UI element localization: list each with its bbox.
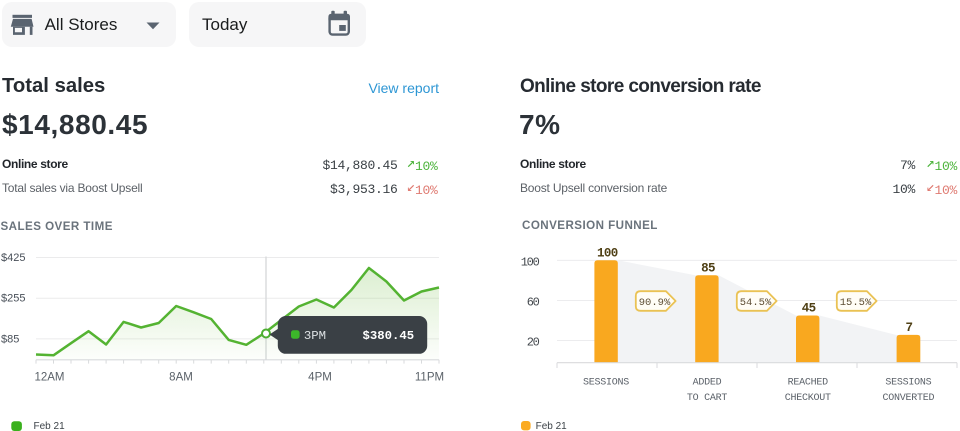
svg-text:Feb 21: Feb 21	[536, 421, 568, 431]
svg-text:12AM: 12AM	[34, 372, 64, 384]
svg-text:REACHED: REACHED	[788, 377, 829, 388]
svg-text:$380.45: $380.45	[363, 329, 415, 343]
svg-text:54.5%: 54.5%	[740, 297, 772, 309]
svg-text:3PM: 3PM	[304, 329, 326, 343]
svg-text:SESSIONS: SESSIONS	[885, 377, 931, 388]
svg-text:7: 7	[905, 321, 912, 335]
svg-text:CONVERTED: CONVERTED	[883, 393, 935, 404]
svg-text:11PM: 11PM	[415, 372, 444, 384]
svg-text:Feb 21: Feb 21	[34, 421, 66, 431]
svg-text:SESSIONS: SESSIONS	[583, 377, 629, 388]
svg-text:15.5%: 15.5%	[840, 297, 872, 309]
svg-text:45: 45	[802, 301, 816, 315]
svg-text:20: 20	[527, 336, 540, 350]
svg-text:ADDED: ADDED	[693, 377, 722, 388]
svg-text:100: 100	[521, 256, 540, 270]
svg-text:$255: $255	[1, 293, 25, 305]
svg-text:TO CART: TO CART	[687, 393, 728, 404]
svg-text:100: 100	[597, 246, 618, 260]
svg-text:4PM: 4PM	[308, 372, 332, 384]
svg-text:$425: $425	[1, 252, 25, 264]
svg-text:60: 60	[527, 296, 540, 310]
svg-text:$85: $85	[1, 333, 19, 345]
svg-text:90.9%: 90.9%	[639, 297, 671, 309]
svg-text:8AM: 8AM	[169, 372, 193, 384]
svg-text:85: 85	[701, 261, 715, 275]
svg-text:CHECKOUT: CHECKOUT	[785, 393, 831, 404]
